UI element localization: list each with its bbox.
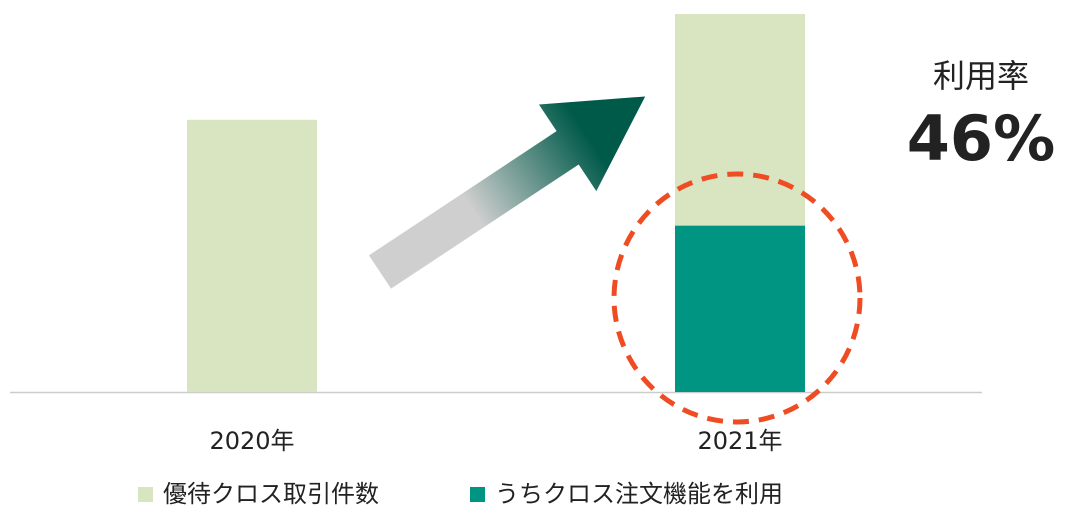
annotation-title: 利用率 — [933, 57, 1029, 95]
annotation-value: 46% — [907, 102, 1055, 175]
highlight-circle — [611, 171, 863, 425]
bars — [187, 14, 805, 392]
legend-label: うちクロス注文機能を利用 — [495, 480, 783, 508]
x-tick-label: 2021年 — [697, 427, 782, 455]
arrow — [368, 96, 646, 289]
bar — [675, 225, 805, 392]
legend-swatch — [470, 487, 485, 502]
x-tick-label: 2020年 — [209, 427, 294, 455]
legend-label: 優待クロス取引件数 — [163, 480, 379, 508]
legend-swatch — [138, 487, 153, 502]
bar — [187, 119, 317, 392]
